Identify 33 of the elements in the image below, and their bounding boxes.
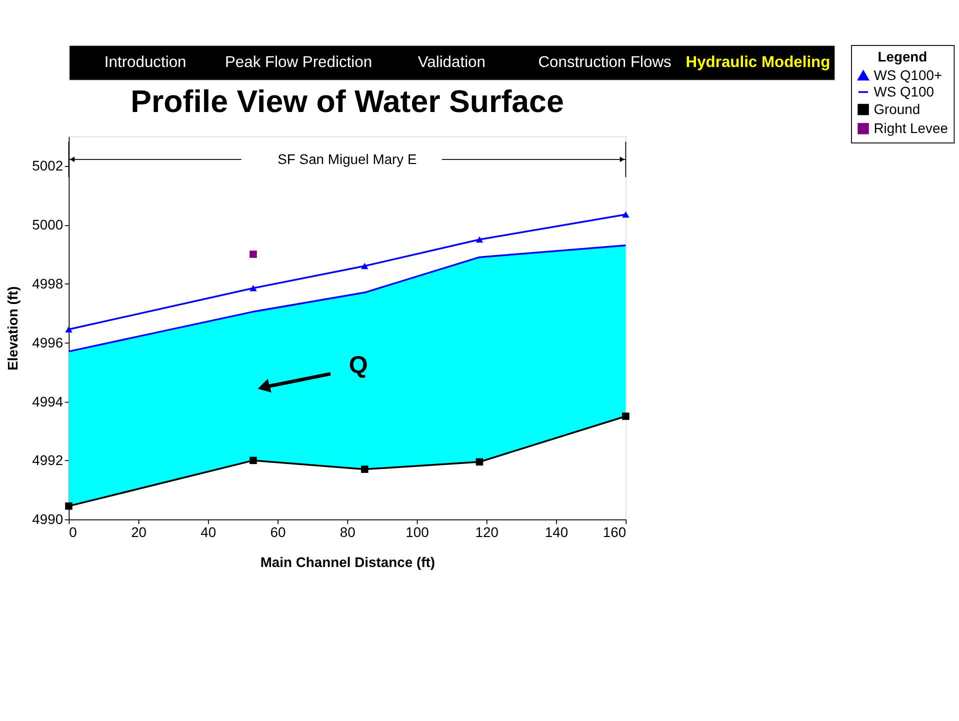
y-tick-label: 5002 — [32, 158, 64, 174]
line-series — [68, 244, 627, 352]
x-tick-label: 40 — [200, 524, 216, 540]
point — [250, 250, 257, 258]
x-tick-label: 140 — [544, 524, 568, 540]
legend-label: Ground — [874, 100, 920, 117]
y-axis-title: Elevation (ft) — [4, 286, 20, 370]
x-tick-label: 100 — [406, 524, 430, 540]
y-tick-label: 4992 — [32, 452, 64, 468]
legend-label: Right Levee — [874, 120, 948, 136]
y-tick-label: 4996 — [32, 334, 64, 350]
legend-label: WS Q100 — [874, 83, 934, 100]
x-tick-label: 60 — [270, 524, 286, 540]
legend-label: WS Q100+ — [874, 66, 942, 83]
text: Peak Flow Prediction — [224, 54, 372, 71]
x-tick-label: 20 — [131, 524, 147, 540]
x-tick-label: 120 — [475, 524, 499, 540]
text: Construction Flows — [538, 54, 672, 71]
text: Introduction — [104, 54, 186, 71]
y-tick-label: 5000 — [32, 216, 64, 233]
y-tick-label: 4994 — [32, 393, 64, 410]
annotation: Q — [348, 352, 368, 380]
chart-title: Profile View of Water Surface — [130, 84, 564, 120]
x-tick-label: 0 — [69, 524, 78, 540]
text: Hydraulic Modeling — [686, 54, 830, 71]
text: Validation — [418, 54, 486, 71]
y-tick-label: 4998 — [32, 275, 64, 292]
annotation: SF San Miguel Mary E — [278, 150, 417, 167]
legend-title: Legend — [878, 48, 928, 65]
x-tick-label: 160 — [602, 524, 626, 540]
x-tick-label: 80 — [340, 524, 356, 540]
y-tick-label: 4990 — [32, 511, 64, 528]
x-axis-title: Main Channel Distance (ft) — [260, 554, 435, 570]
